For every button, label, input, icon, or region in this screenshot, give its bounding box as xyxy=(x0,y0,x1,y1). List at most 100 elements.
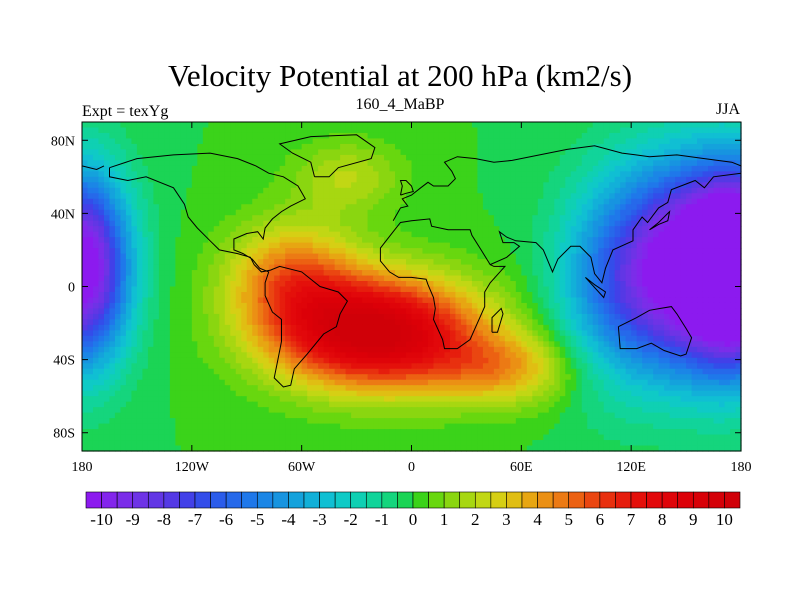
field-cell xyxy=(592,165,599,172)
field-cell xyxy=(362,226,369,233)
field-cell xyxy=(312,324,319,331)
field-cell xyxy=(647,264,654,271)
field-cell xyxy=(356,341,363,348)
field-cell xyxy=(153,330,160,337)
field-cell xyxy=(433,297,440,304)
field-cell xyxy=(482,308,489,315)
field-cell xyxy=(625,264,632,271)
field-cell xyxy=(125,154,133,161)
field-cell xyxy=(477,270,484,277)
field-cell xyxy=(603,313,610,320)
field-cell xyxy=(406,132,413,140)
field-cell xyxy=(147,154,154,161)
field-cell xyxy=(438,270,446,277)
field-cell xyxy=(603,319,610,326)
field-cell xyxy=(384,132,391,140)
field-cell xyxy=(482,270,489,277)
field-cell xyxy=(340,204,347,211)
field-cell xyxy=(362,335,369,342)
field-cell xyxy=(175,308,182,315)
field-cell xyxy=(307,182,314,189)
field-cell xyxy=(438,346,446,353)
field-cell xyxy=(246,215,253,222)
field-cell xyxy=(680,193,687,200)
field-cell xyxy=(230,286,237,293)
field-cell xyxy=(719,281,726,288)
field-cell xyxy=(598,270,605,277)
field-cell xyxy=(274,154,281,161)
field-cell xyxy=(213,324,220,331)
field-cell xyxy=(98,187,105,194)
field-cell xyxy=(642,335,649,342)
field-cell xyxy=(142,209,149,216)
field-cell xyxy=(510,324,517,331)
field-cell xyxy=(384,127,391,134)
field-cell xyxy=(307,237,314,244)
field-cell xyxy=(169,132,176,140)
field-cell xyxy=(356,182,363,189)
field-cell xyxy=(175,248,182,255)
field-cell xyxy=(395,122,402,129)
field-cell xyxy=(724,182,731,189)
field-cell xyxy=(647,281,654,288)
field-cell xyxy=(603,302,610,310)
field-cell xyxy=(395,127,402,134)
field-cell xyxy=(625,242,632,249)
field-cell xyxy=(323,270,330,277)
field-cell xyxy=(329,319,336,326)
field-cell xyxy=(109,319,116,326)
field-cell xyxy=(340,182,347,189)
field-cell xyxy=(658,149,665,156)
field-cell xyxy=(329,253,336,260)
field-cell xyxy=(455,176,462,183)
field-cell xyxy=(576,187,583,194)
field-cell xyxy=(224,237,231,244)
field-cell xyxy=(438,253,446,260)
field-cell xyxy=(318,335,325,342)
field-cell xyxy=(109,302,116,310)
field-cell xyxy=(180,176,187,183)
field-cell xyxy=(653,209,660,216)
field-cell xyxy=(384,264,391,271)
field-cell xyxy=(719,165,726,172)
field-cell xyxy=(197,319,204,326)
field-cell xyxy=(334,220,341,227)
field-cell xyxy=(307,319,314,326)
field-cell xyxy=(592,231,599,238)
field-cell xyxy=(164,176,171,183)
field-cell xyxy=(98,154,105,161)
field-cell xyxy=(400,127,407,134)
field-cell xyxy=(488,215,495,222)
field-cell xyxy=(257,143,264,151)
field-cell xyxy=(323,319,330,326)
field-cell xyxy=(658,176,665,183)
field-cell xyxy=(686,149,693,156)
field-cell xyxy=(515,193,522,200)
field-cell xyxy=(532,204,539,211)
field-cell xyxy=(252,297,259,304)
field-cell xyxy=(340,346,347,353)
field-cell xyxy=(466,270,473,277)
field-cell xyxy=(285,231,292,238)
field-cell xyxy=(224,270,231,277)
field-cell xyxy=(230,182,237,189)
field-cell xyxy=(493,297,500,304)
field-cell xyxy=(598,297,605,304)
field-cell xyxy=(389,308,396,315)
field-cell xyxy=(724,341,731,348)
field-cell xyxy=(713,297,720,304)
field-cell xyxy=(395,346,402,353)
field-cell xyxy=(642,264,649,271)
field-cell xyxy=(631,165,638,172)
field-cell xyxy=(422,149,429,156)
field-cell xyxy=(186,281,193,288)
field-cell xyxy=(312,182,319,189)
field-cell xyxy=(658,341,665,348)
field-cell xyxy=(581,237,588,244)
field-cell xyxy=(158,275,165,282)
field-cell xyxy=(691,324,698,331)
field-cell xyxy=(471,275,478,282)
field-cell xyxy=(131,143,138,151)
field-cell xyxy=(191,270,198,277)
field-cell xyxy=(186,297,193,304)
